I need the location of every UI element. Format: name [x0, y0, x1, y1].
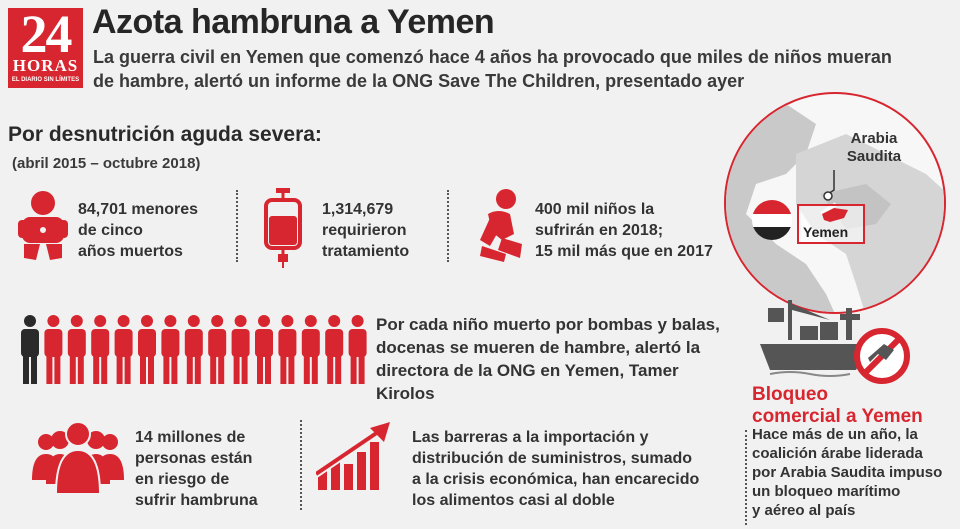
- divider: [236, 190, 238, 262]
- stat-line: en riesgo de: [135, 471, 230, 488]
- baby-icon: [18, 191, 68, 260]
- person-figure: [114, 315, 133, 384]
- logo-word: HORAS: [12, 56, 79, 75]
- people-text-line: Por cada niño muerto por bombas y balas,: [376, 315, 720, 334]
- stat-line: 15 mil más que en 2017: [535, 243, 713, 260]
- person-figure: [184, 315, 203, 384]
- divider: [300, 420, 302, 510]
- stat-line: distribución de suministros, sumado: [412, 450, 693, 467]
- stat-line: 84,701 menores: [78, 201, 199, 218]
- blockade-text-line: coalición árabe liderada: [752, 445, 923, 462]
- stat-line: tratamiento: [322, 243, 410, 260]
- stat-forecast: 400 mil niños la sufrirán en 2018; 15 mi…: [535, 199, 735, 262]
- stat-line: los alimentos casi al doble: [412, 492, 615, 509]
- person-figure: [325, 315, 344, 384]
- stat-line: a la crisis económica, han encarecido: [412, 471, 700, 488]
- section-title: Por desnutrición aguda severa:: [8, 123, 322, 146]
- cargo-ship-icon: [760, 300, 910, 384]
- stat-treatment: 1,314,679 requirieron tratamiento: [322, 199, 437, 262]
- crowd-icon: [32, 421, 124, 495]
- stat-line: 14 millones de: [135, 429, 246, 446]
- yemen-highlight-box: [797, 204, 865, 244]
- iv-bag-icon: [264, 188, 302, 268]
- blockade-text: Hace más de un año, la coalición árabe l…: [752, 425, 957, 520]
- person-figure: [255, 315, 273, 384]
- child-sitting-icon: [480, 189, 522, 262]
- stat-famine-risk: 14 millones de personas están en riesgo …: [135, 427, 275, 511]
- map-circle: [724, 92, 946, 314]
- person-figure: [138, 315, 156, 384]
- blockade-divider: [745, 430, 747, 525]
- stat-line: personas están: [135, 450, 253, 467]
- people-text-line: directora de la ONG en Yemen, Tamer Kiro…: [376, 361, 679, 403]
- map-label-country: Yemen: [803, 224, 849, 240]
- blockade-text-line: un bloqueo marítimo: [752, 483, 901, 500]
- people-row: [21, 315, 367, 384]
- map-label-region: Arabia Saudita: [846, 130, 902, 165]
- people-row-text: Por cada niño muerto por bombas y balas,…: [376, 313, 736, 405]
- rising-chart-icon: [316, 422, 390, 490]
- blockade-title-line: comercial a Yemen: [752, 406, 923, 427]
- blockade-text-line: por Arabia Saudita impuso: [752, 464, 943, 481]
- stat-line: requirieron: [322, 222, 407, 239]
- people-text-line: docenas se mueren de hambre, alertó la: [376, 338, 701, 357]
- stat-line: años muertos: [78, 243, 183, 260]
- person-figure: [301, 315, 320, 384]
- blockade-text-line: y aéreo al país: [752, 502, 856, 519]
- stat-line: 400 mil niños la: [535, 201, 655, 218]
- divider: [447, 190, 449, 262]
- person-figure: [278, 315, 297, 384]
- person-figure: [67, 315, 86, 384]
- logo-24-horas: 24 HORAS EL DIARIO SIN LÍMITES: [8, 4, 83, 88]
- stat-line: de cinco: [78, 222, 143, 239]
- person-figure: [208, 315, 227, 384]
- person-figure: [44, 315, 63, 384]
- person-figure: [91, 315, 110, 384]
- stat-line: sufrirán en 2018;: [535, 222, 664, 239]
- stat-line: 1,314,679: [322, 201, 394, 218]
- person-figure-dark: [21, 315, 39, 384]
- logo-tagline: EL DIARIO SIN LÍMITES: [11, 77, 80, 83]
- blockade-text-line: Hace más de un año, la: [752, 426, 918, 443]
- person-figure: [348, 315, 367, 384]
- section-period: (abril 2015 – octubre 2018): [12, 155, 201, 172]
- person-figure: [231, 315, 250, 384]
- lead-paragraph: La guerra civil en Yemen que comenzó hac…: [93, 47, 892, 91]
- yemen-flag-icon: [752, 200, 792, 240]
- stat-food-prices: Las barreras a la importación y distribu…: [412, 427, 732, 511]
- map-pointer-icon: [823, 170, 835, 201]
- blockade-title: Bloqueo comercial a Yemen: [752, 384, 923, 428]
- blockade-title-line: Bloqueo: [752, 384, 828, 405]
- logo-number: 24: [20, 4, 73, 64]
- page-title: Azota hambruna a Yemen: [92, 3, 495, 41]
- stat-line: sufrir hambruna: [135, 492, 258, 509]
- stat-deaths: 84,701 menores de cinco años muertos: [78, 199, 228, 262]
- person-figure: [161, 315, 180, 384]
- stat-line: Las barreras a la importación y: [412, 429, 649, 446]
- yemen-shape-icon: [822, 208, 848, 222]
